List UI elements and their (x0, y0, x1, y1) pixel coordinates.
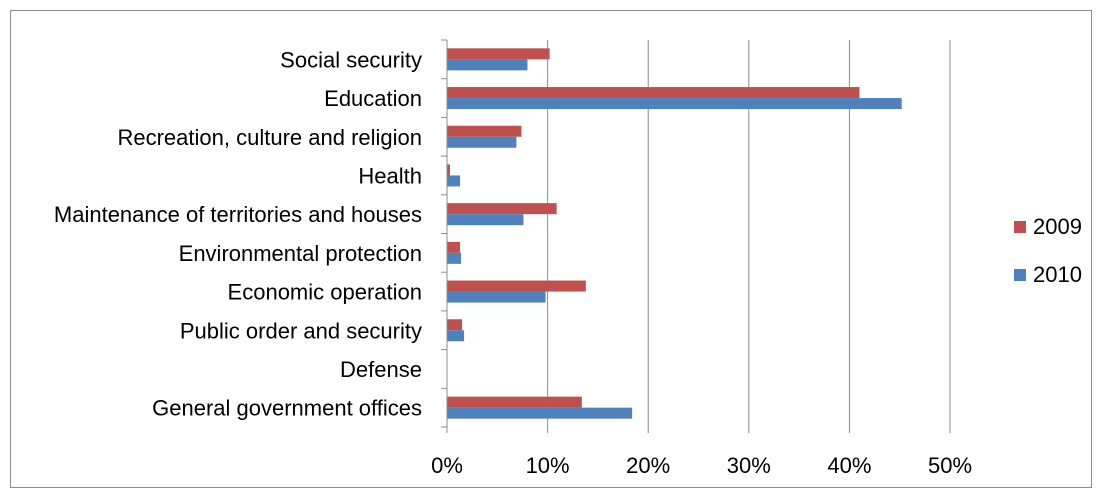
legend-label-2009: 2009 (1033, 214, 1082, 239)
bar-2009 (447, 203, 557, 215)
x-tick-label: 20% (626, 453, 670, 478)
bar-2010 (447, 407, 633, 419)
bar-2010 (447, 59, 528, 71)
category-label: Education (324, 86, 422, 111)
x-tick-labels: 0% 10% 20% 30% 40% 50% (431, 453, 972, 478)
bar-2010 (447, 252, 462, 264)
bar-2009 (447, 319, 463, 331)
y-axis (441, 39, 448, 428)
bar-2010 (447, 98, 902, 110)
bar-2009 (447, 396, 582, 408)
legend-label-2010: 2010 (1033, 262, 1082, 287)
bar-2009 (447, 241, 461, 253)
legend: 2009 2010 (1014, 214, 1082, 287)
x-tick-label: 0% (431, 453, 463, 478)
bar-2009 (447, 87, 860, 99)
category-label: Defense (340, 357, 422, 382)
x-tick-label: 30% (727, 453, 771, 478)
bar-2010 (447, 214, 524, 226)
category-label: Maintenance of territories and houses (54, 202, 422, 227)
category-label: General government offices (152, 396, 422, 421)
bar-2010 (447, 175, 461, 187)
bar-2009 (447, 48, 550, 60)
bar-2009 (447, 280, 586, 292)
category-label: Environmental protection (179, 241, 422, 266)
category-label: Health (358, 163, 422, 188)
category-label: Social security (280, 47, 422, 72)
category-label: Recreation, culture and religion (117, 125, 422, 150)
bar-2010 (447, 291, 546, 303)
legend-swatch-2009 (1014, 221, 1026, 233)
x-tick-label: 40% (827, 453, 871, 478)
bar-2009 (447, 125, 522, 137)
category-label: Public order and security (180, 318, 422, 343)
x-tick-label: 50% (928, 453, 972, 478)
bar-2010 (447, 330, 465, 342)
x-tick-label: 10% (526, 453, 570, 478)
bars (447, 48, 902, 419)
category-labels: Social security Education Recreation, cult… (54, 47, 422, 420)
bar-2009 (447, 164, 451, 176)
bar-2010 (447, 136, 517, 148)
category-label: Economic operation (228, 280, 422, 305)
legend-swatch-2010 (1014, 269, 1026, 281)
